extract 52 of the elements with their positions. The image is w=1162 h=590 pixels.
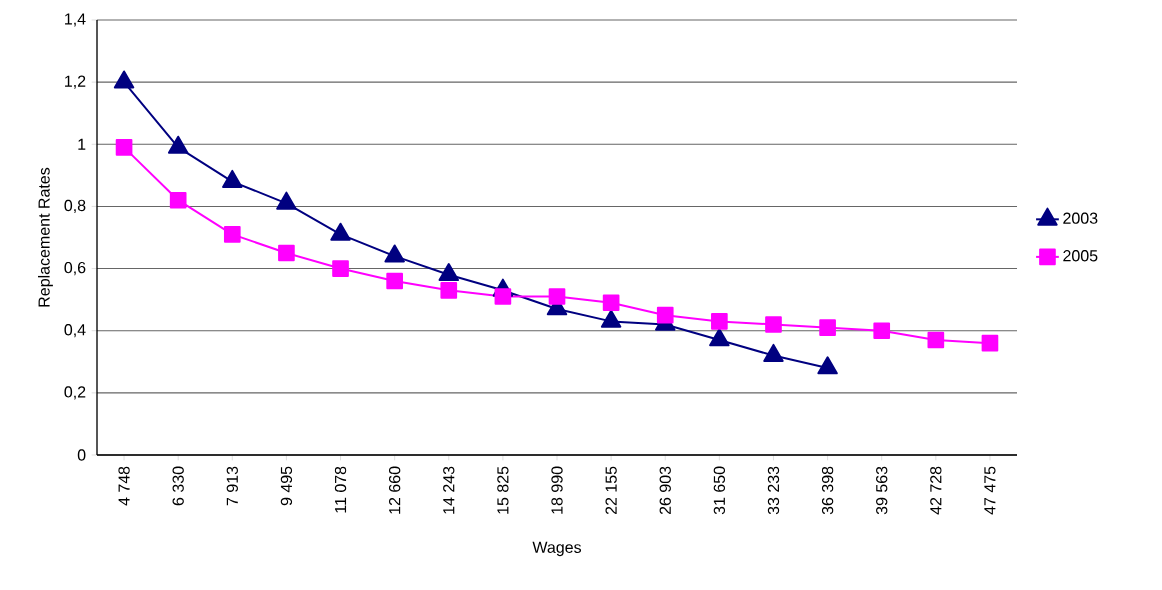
y-tick-label: 1,4: [65, 13, 86, 27]
x-tick-label: 39 563: [876, 466, 888, 515]
y-tick-label: 0: [77, 449, 86, 461]
point: [169, 191, 187, 209]
point: [711, 313, 728, 330]
point: [438, 263, 460, 282]
point: [819, 319, 836, 336]
x-tick-label: 47 475: [984, 466, 996, 515]
y-tick-label: 1,2: [65, 75, 86, 89]
point: [602, 294, 620, 312]
x-tick-label: 11 078: [334, 466, 347, 513]
y-tick-label: 0,6: [64, 261, 86, 276]
point: [765, 316, 782, 333]
point: [223, 226, 241, 243]
point: [384, 244, 405, 263]
x-tick-label: 42 728: [930, 466, 942, 515]
x-tick-label: 33 233: [767, 466, 780, 515]
y-tick-label: 0,4: [64, 324, 86, 338]
x-tick-label: 6 330: [172, 466, 184, 506]
point: [494, 288, 512, 305]
point: [278, 244, 295, 262]
x-tick-label: 26 903: [659, 466, 671, 515]
point: [222, 169, 243, 188]
x-tick-label: 4 748: [118, 466, 130, 506]
x-tick-label: 18 990: [551, 466, 563, 514]
point: [332, 260, 349, 277]
legend-label: 2005: [1063, 250, 1098, 262]
y-tick-label: 0,8: [64, 199, 86, 214]
x-tick-label: 12 660: [389, 466, 401, 514]
x-tick-label: 22 155: [605, 466, 617, 515]
point: [440, 281, 458, 299]
point: [330, 222, 351, 241]
point: [113, 70, 135, 89]
point: [167, 135, 189, 154]
point: [386, 272, 403, 290]
legend-label: 2003: [1063, 212, 1098, 224]
x-tick-label: 31 650: [713, 466, 726, 515]
point: [981, 334, 999, 352]
x-tick-label: 14 243: [443, 466, 455, 514]
point: [927, 331, 945, 349]
x-tick-label: 15 825: [497, 466, 509, 514]
point: [873, 322, 891, 340]
y-axis-title: Replacement Rates: [37, 167, 53, 307]
point: [656, 306, 674, 324]
x-tick-label: 7 913: [226, 466, 238, 506]
y-tick-label: 1: [78, 138, 86, 150]
x-tick-label: 36 398: [821, 466, 834, 515]
x-tick-label: 9 495: [280, 466, 293, 506]
point: [276, 191, 297, 210]
y-tick-label: 0,2: [64, 386, 86, 400]
x-axis-title: Wages: [532, 541, 582, 557]
point: [548, 288, 566, 305]
